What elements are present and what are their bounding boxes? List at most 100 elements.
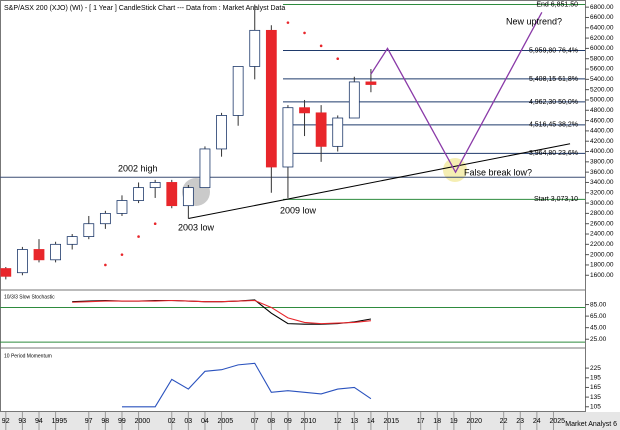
panel-title: 10 Period Momentum (4, 353, 52, 359)
y-tick-label: 5400.00 (590, 76, 614, 83)
candle-body (216, 115, 227, 150)
y-tick-label: 2800.00 (590, 210, 614, 217)
y-tick-label: 105 (590, 403, 601, 410)
x-tick-label: 92 (2, 418, 10, 425)
sar-dot (120, 253, 124, 256)
indicator-line (72, 299, 371, 325)
y-tick-label: 65.00 (590, 313, 607, 320)
candle-body (66, 236, 78, 245)
y-tick-label: 1600.00 (590, 272, 614, 279)
fib-level-label: 4,962,30 50,0% (529, 99, 578, 106)
x-tick-label: 07 (251, 418, 259, 425)
y-tick-label: 3600.00 (590, 169, 614, 176)
x-tick-label: 24 (533, 418, 541, 425)
candle-body (166, 182, 178, 207)
indicator-line (121, 362, 372, 408)
x-tick-label: 93 (18, 418, 26, 425)
y-tick-label: 6600.00 (590, 14, 614, 21)
annotation: 2003 low (178, 222, 215, 232)
x-tick-label: 94 (35, 418, 43, 425)
y-tick-label: 5800.00 (590, 55, 614, 62)
x-tick-label: 97 (85, 418, 93, 425)
plot-frame (0, 0, 586, 412)
x-tick-label: 02 (168, 418, 176, 425)
x-tick-label: 04 (201, 418, 209, 425)
sar-dot (153, 222, 157, 226)
y-tick-label: 3400.00 (590, 179, 614, 186)
x-tick-label: 12 (334, 418, 342, 425)
x-tick-label: 23 (516, 418, 524, 425)
candle-body (332, 117, 344, 147)
candle-body (149, 182, 161, 189)
x-tick-label: 09 (284, 418, 292, 425)
candle-body (299, 107, 310, 114)
x-tick-label: 17 (417, 418, 425, 425)
y-tick-label: 5200.00 (590, 86, 614, 93)
x-tick-label: 2025 (549, 418, 565, 425)
y-tick-label: 6200.00 (590, 35, 614, 42)
candle-body (116, 200, 128, 214)
y-tick-label: 2400.00 (590, 231, 614, 238)
y-tick-label: 165 (590, 384, 601, 391)
x-tick-label: 18 (433, 418, 441, 425)
candle-body (133, 187, 144, 201)
x-axis-band (0, 412, 620, 430)
fib-level-label: 5,408,15 61,8% (529, 76, 578, 83)
y-tick-label: 6800.00 (590, 4, 614, 11)
x-tick-label: 13 (350, 418, 358, 425)
sar-dot (104, 263, 107, 267)
x-tick-label: 03 (184, 418, 192, 425)
candle-body (33, 249, 45, 261)
y-tick-label: 6400.00 (590, 24, 614, 31)
y-tick-label: 4400.00 (590, 128, 614, 135)
sar-dot (286, 21, 290, 24)
candle-body (50, 243, 61, 261)
y-tick-label: 2000.00 (590, 251, 614, 258)
y-tick-label: 3000.00 (590, 200, 614, 207)
y-tick-label: 5600.00 (590, 66, 614, 73)
candle-body (0, 268, 12, 277)
y-tick-label: 25.00 (590, 336, 607, 343)
candle-body (249, 29, 261, 67)
candle-body (282, 107, 294, 168)
x-tick-label: 2010 (301, 418, 317, 425)
x-tick-label: 1995 (52, 418, 68, 425)
candle-body (232, 66, 244, 116)
chart-title: S&P/ASX 200 (XJO) (WI) - [ 1 Year ] Cand… (4, 5, 285, 12)
y-tick-label: 2600.00 (590, 220, 614, 227)
y-tick-label: 3200.00 (590, 189, 614, 196)
annotation: False break low? (464, 167, 532, 177)
x-tick-label: 2020 (466, 418, 482, 425)
candle-body (99, 212, 111, 225)
y-tick-label: 135 (590, 394, 601, 401)
sar-dot (319, 44, 323, 48)
y-tick-label: 6000.00 (590, 45, 614, 52)
annotation: New uptrend? (506, 16, 562, 26)
y-tick-label: 85.00 (590, 301, 607, 308)
x-tick-label: 2005 (218, 418, 234, 425)
x-tick-label: 99 (118, 418, 126, 425)
watermark: Market Analyst 6 (565, 421, 617, 428)
sar-dot (303, 31, 306, 35)
x-tick-label: 14 (367, 418, 375, 425)
fib-level-label: 5,959,80 76,4% (529, 47, 578, 54)
y-tick-label: 4800.00 (590, 107, 614, 114)
y-tick-label: 5000.00 (590, 97, 614, 104)
candle-body (199, 148, 211, 189)
candle-body (315, 112, 327, 147)
candle-body (348, 81, 360, 119)
fib-level-label: 3,964,80 23,6% (529, 150, 578, 157)
y-tick-label: 225 (590, 365, 601, 372)
x-tick-label: 08 (267, 418, 275, 425)
x-tick-label: 19 (450, 418, 458, 425)
x-tick-label: 2015 (384, 418, 400, 425)
candle-body (17, 249, 28, 274)
y-tick-label: 3800.00 (590, 159, 614, 166)
candle-body (265, 29, 277, 168)
trendline (188, 143, 571, 220)
annotation: 2009 low (280, 205, 317, 215)
y-tick-label: 195 (590, 374, 601, 381)
annotation: 2002 high (118, 163, 158, 173)
panel-title: 10/3/3 Slow Stochastic (4, 294, 55, 300)
